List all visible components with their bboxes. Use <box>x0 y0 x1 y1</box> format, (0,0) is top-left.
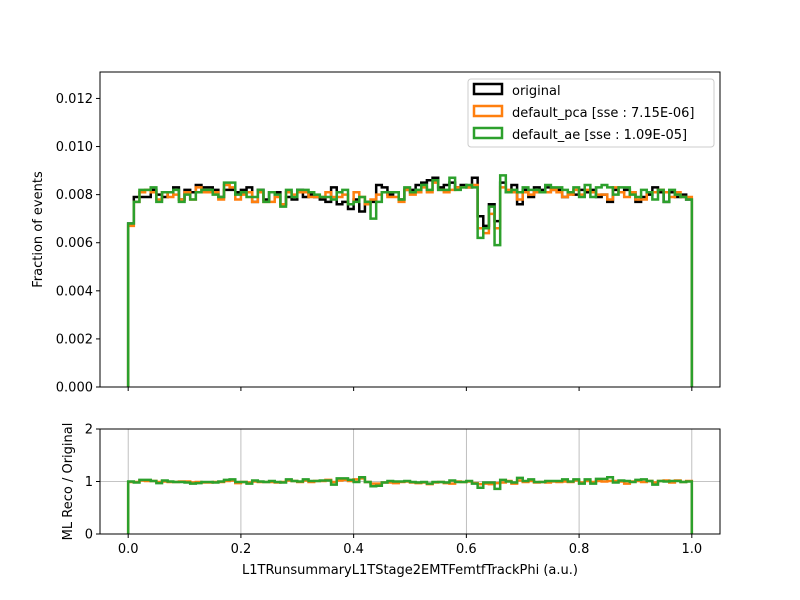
legend-entry-default-pca: default_pca [sse : 7.15E-06] <box>472 104 694 121</box>
x-tick-label: 0.4 <box>343 542 364 557</box>
x-tick-label: 0.0 <box>118 542 139 557</box>
x-tick-label: 0.8 <box>569 542 590 557</box>
ratio-x-ticks: 0.0 0.2 0.4 0.6 0.8 1.0 <box>118 534 702 557</box>
main-axes-frame <box>99 71 721 388</box>
x-tick-label: 1.0 <box>681 542 702 557</box>
legend-swatch-default-ae <box>472 126 504 140</box>
main-y-tick-label: 0.006 <box>56 236 93 251</box>
x-tick-label: 0.2 <box>231 542 252 557</box>
main-y-axis-label: Fraction of events <box>31 171 46 288</box>
ratio-line-default-ae <box>126 476 694 534</box>
main-y-tick-label: 0.012 <box>56 92 93 107</box>
ratio-y-tick-label: 1 <box>85 475 93 490</box>
ratio-y-tick-label: 2 <box>85 423 93 438</box>
main-y-tick-label: 0.008 <box>56 188 93 203</box>
legend-label-default-pca: default_pca [sse : 7.15E-06] <box>512 106 694 121</box>
main-y-tick-label: 0.002 <box>56 332 93 347</box>
ratio-panel: 0 1 2 0.0 0.2 0.4 0.6 0.8 1.0 ML Reco / Origina… <box>61 423 721 578</box>
main-histogram-panel: 0.000 0.002 0.004 0.006 0.008 0.010 0.012 Frac… <box>31 71 721 396</box>
main-y-tick-label: 0.004 <box>56 284 93 299</box>
main-y-tick-label: 0.000 <box>56 381 93 396</box>
ratio-y-ticks: 0 1 2 <box>85 423 100 543</box>
legend-label-default-ae: default_ae [sse : 1.09E-05] <box>512 128 687 143</box>
main-y-ticks: 0.000 0.002 0.004 0.006 0.008 0.010 0.012 <box>56 92 100 396</box>
x-tick-label: 0.6 <box>456 542 477 557</box>
main-series-layer <box>126 174 694 387</box>
x-axis-label: L1TRunsummaryL1TStage2EMTFemtfTrackPhi (… <box>242 563 578 578</box>
legend-label-original: original <box>512 84 561 99</box>
main-x-ticks <box>127 387 693 391</box>
legend-box <box>467 78 715 148</box>
series-line-default-ae <box>126 174 694 387</box>
main-y-tick-label: 0.010 <box>56 140 93 155</box>
ratio-y-axis-label: ML Reco / Original <box>61 423 76 541</box>
ratio-y-tick-label: 0 <box>85 528 93 543</box>
legend-entry-default-ae: default_ae [sse : 1.09E-05] <box>472 126 687 143</box>
legend-swatch-original <box>472 82 504 96</box>
legend: original default_pca [sse : 7.15E-06] de… <box>467 78 715 148</box>
legend-swatch-default-pca <box>472 104 504 118</box>
ratio-series-layer <box>126 476 694 534</box>
legend-entry-original: original <box>472 82 561 99</box>
